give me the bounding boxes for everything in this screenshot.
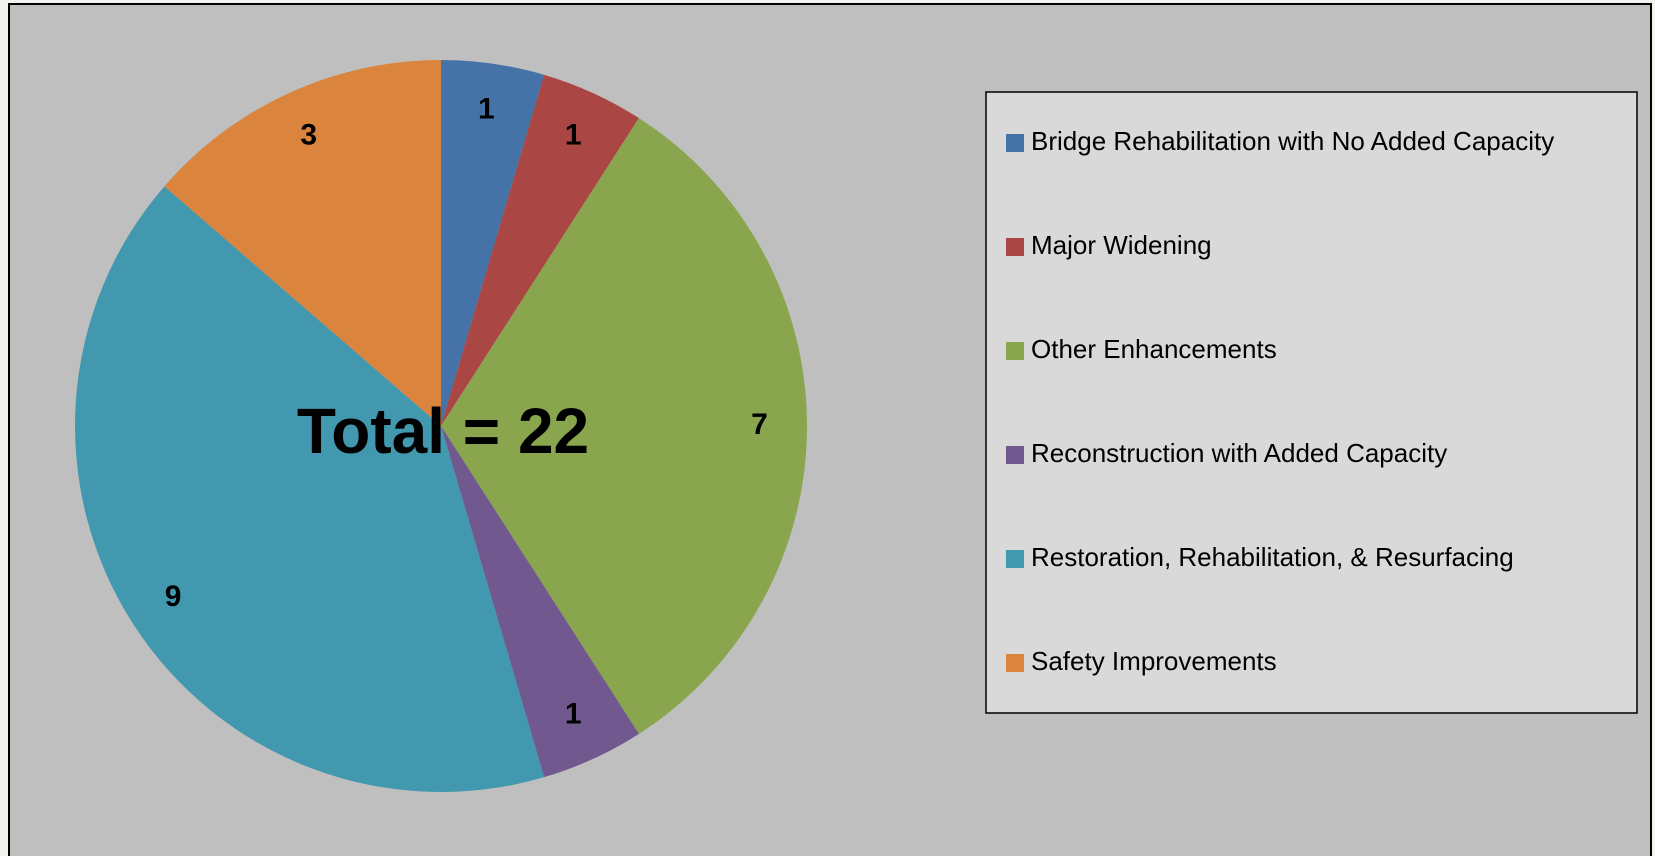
pie-slice bbox=[441, 426, 639, 778]
total-annotation: Total = 22 bbox=[297, 395, 589, 467]
data-label: 1 bbox=[565, 118, 582, 151]
legend-swatch bbox=[1006, 654, 1024, 672]
data-label: 1 bbox=[478, 93, 495, 126]
legend-swatch bbox=[1006, 134, 1024, 152]
data-label: 9 bbox=[165, 580, 182, 613]
legend-swatch bbox=[1006, 550, 1024, 568]
legend-label: Major Widening bbox=[1031, 230, 1212, 260]
legend-label: Safety Improvements bbox=[1031, 646, 1277, 676]
pie-slice bbox=[164, 60, 441, 426]
pie-slice bbox=[441, 60, 545, 426]
legend-label: Bridge Rehabilitation with No Added Capa… bbox=[1031, 126, 1554, 156]
pie-slice bbox=[75, 186, 545, 792]
data-label: 7 bbox=[751, 408, 768, 441]
legend-swatch bbox=[1006, 342, 1024, 360]
pie-slice bbox=[441, 74, 639, 427]
legend-swatch bbox=[1006, 446, 1024, 464]
legend-label: Other Enhancements bbox=[1031, 334, 1277, 364]
legend-label: Restoration, Rehabilitation, & Resurfaci… bbox=[1031, 542, 1514, 572]
pie: 1 1 7 1 9 3 bbox=[75, 60, 807, 792]
pie-slice bbox=[441, 118, 807, 734]
legend-swatch bbox=[1006, 238, 1024, 256]
legend-label: Reconstruction with Added Capacity bbox=[1031, 438, 1447, 468]
legend-box bbox=[985, 91, 1638, 714]
data-label: 1 bbox=[565, 698, 582, 731]
data-label: 3 bbox=[300, 118, 317, 151]
legend: Bridge Rehabilitation with No Added Capa… bbox=[1006, 126, 1554, 676]
